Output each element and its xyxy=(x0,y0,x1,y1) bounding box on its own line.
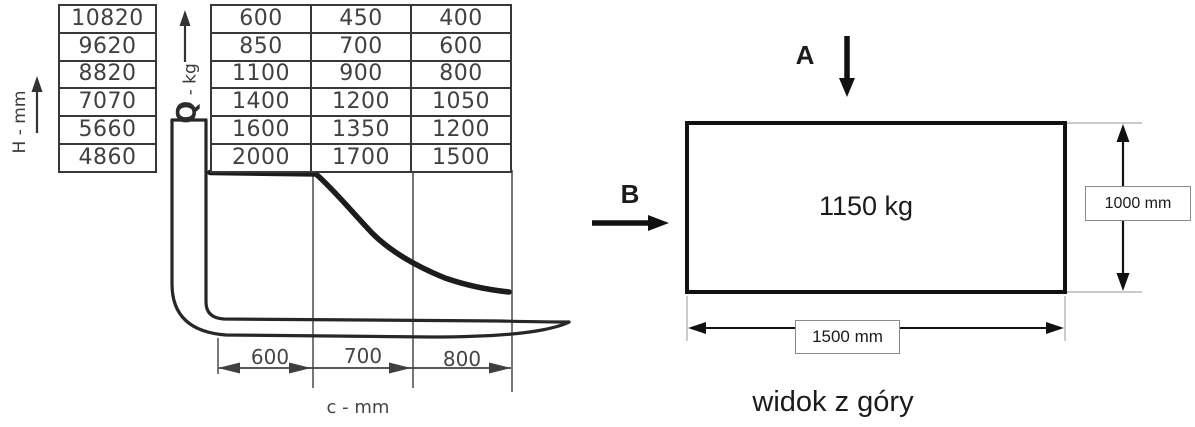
c-segment-label: 800 xyxy=(443,347,481,371)
table-row: 600 450 400 xyxy=(210,4,512,34)
h-axis-label-text: H - mm xyxy=(10,90,30,154)
h-axis-label: H - mm xyxy=(10,66,30,178)
table-cell: 400 xyxy=(410,4,512,34)
arrowhead-right-icon xyxy=(489,362,511,374)
q-axis-label: Q - kg xyxy=(172,57,203,131)
lift-height-table: 10820 9620 8820 7070 5660 4860 xyxy=(58,4,157,173)
table-cell: 850 xyxy=(210,31,312,62)
table-cell: 1050 xyxy=(410,87,512,118)
q-axis-q-text: Q xyxy=(171,100,203,124)
dimension-extension-lines xyxy=(686,122,1142,341)
table-cell: 1100 xyxy=(210,59,312,90)
view-caption: widok z góry xyxy=(751,386,914,418)
table-row: 9620 xyxy=(58,31,157,62)
fork-inner-edge xyxy=(204,118,571,324)
table-cell: 600 xyxy=(210,4,312,34)
table-cell: 1400 xyxy=(210,87,312,118)
width-dimension-value: 1500 mm xyxy=(812,327,883,346)
h-axis-arrow-icon xyxy=(31,76,43,133)
depth-dimension-box: 1000 mm xyxy=(1085,186,1191,221)
table-row: 1600 1350 1200 xyxy=(210,115,512,145)
table-cell: 2000 xyxy=(210,142,312,173)
table-cell: 450 xyxy=(310,4,412,34)
table-cell: 800 xyxy=(410,59,512,90)
table-row: 4860 xyxy=(58,142,157,173)
table-cell: 8820 xyxy=(58,59,157,90)
table-cell: 1200 xyxy=(410,115,512,145)
table-row: 10820 xyxy=(58,4,157,34)
table-row: 1400 1200 1050 xyxy=(210,87,512,118)
capacity-curve xyxy=(207,169,512,295)
table-row: 850 700 600 xyxy=(210,31,512,62)
table-cell: 1700 xyxy=(310,142,412,173)
table-cell: 700 xyxy=(310,31,412,62)
table-cell: 9620 xyxy=(58,31,157,62)
arrow-b-label: B xyxy=(621,179,640,209)
table-row: 8820 xyxy=(58,59,157,90)
arrowhead-right-icon xyxy=(289,362,311,374)
table-cell: 1500 xyxy=(410,142,512,173)
table-row: 2000 1700 1500 xyxy=(210,142,512,173)
load-capacity-table: 600 450 400 850 700 600 1100 900 800 140… xyxy=(210,4,512,173)
table-cell: 1350 xyxy=(310,115,412,145)
table-cell: 5660 xyxy=(58,115,157,145)
load-weight-label: 1150 kg xyxy=(819,191,913,221)
width-dimension-box: 1500 mm xyxy=(795,320,900,354)
arrow-b-icon xyxy=(592,215,669,231)
depth-dimension-value: 1000 mm xyxy=(1104,194,1172,212)
table-row: 1100 900 800 xyxy=(210,59,512,90)
forklift-fork-profile xyxy=(170,118,571,339)
arrowhead-right-icon xyxy=(389,362,411,374)
q-axis-arrow-icon xyxy=(179,10,191,62)
table-cell: 4860 xyxy=(58,142,157,173)
load-rectangle xyxy=(685,121,1067,294)
arrow-a-icon xyxy=(839,36,855,97)
arrow-a-label: A xyxy=(796,40,815,70)
arrowhead-left-icon xyxy=(218,362,240,374)
c-segment-label: 600 xyxy=(251,345,289,369)
table-cell: 1600 xyxy=(210,115,312,145)
c-axis-label: c - mm xyxy=(327,397,390,418)
table-cell: 900 xyxy=(310,59,412,90)
chart-gridlines xyxy=(217,170,513,392)
table-row: 7070 xyxy=(58,87,157,118)
table-cell: 7070 xyxy=(58,87,157,118)
q-axis-unit-text: - kg xyxy=(180,63,201,101)
table-row: 5660 xyxy=(58,115,157,145)
table-cell: 10820 xyxy=(58,4,157,34)
c-segment-label: 700 xyxy=(344,344,382,368)
table-cell: 600 xyxy=(410,31,512,62)
table-cell: 1200 xyxy=(310,87,412,118)
fork-outer-edge xyxy=(170,118,571,339)
c-axis-dimension xyxy=(218,362,511,374)
